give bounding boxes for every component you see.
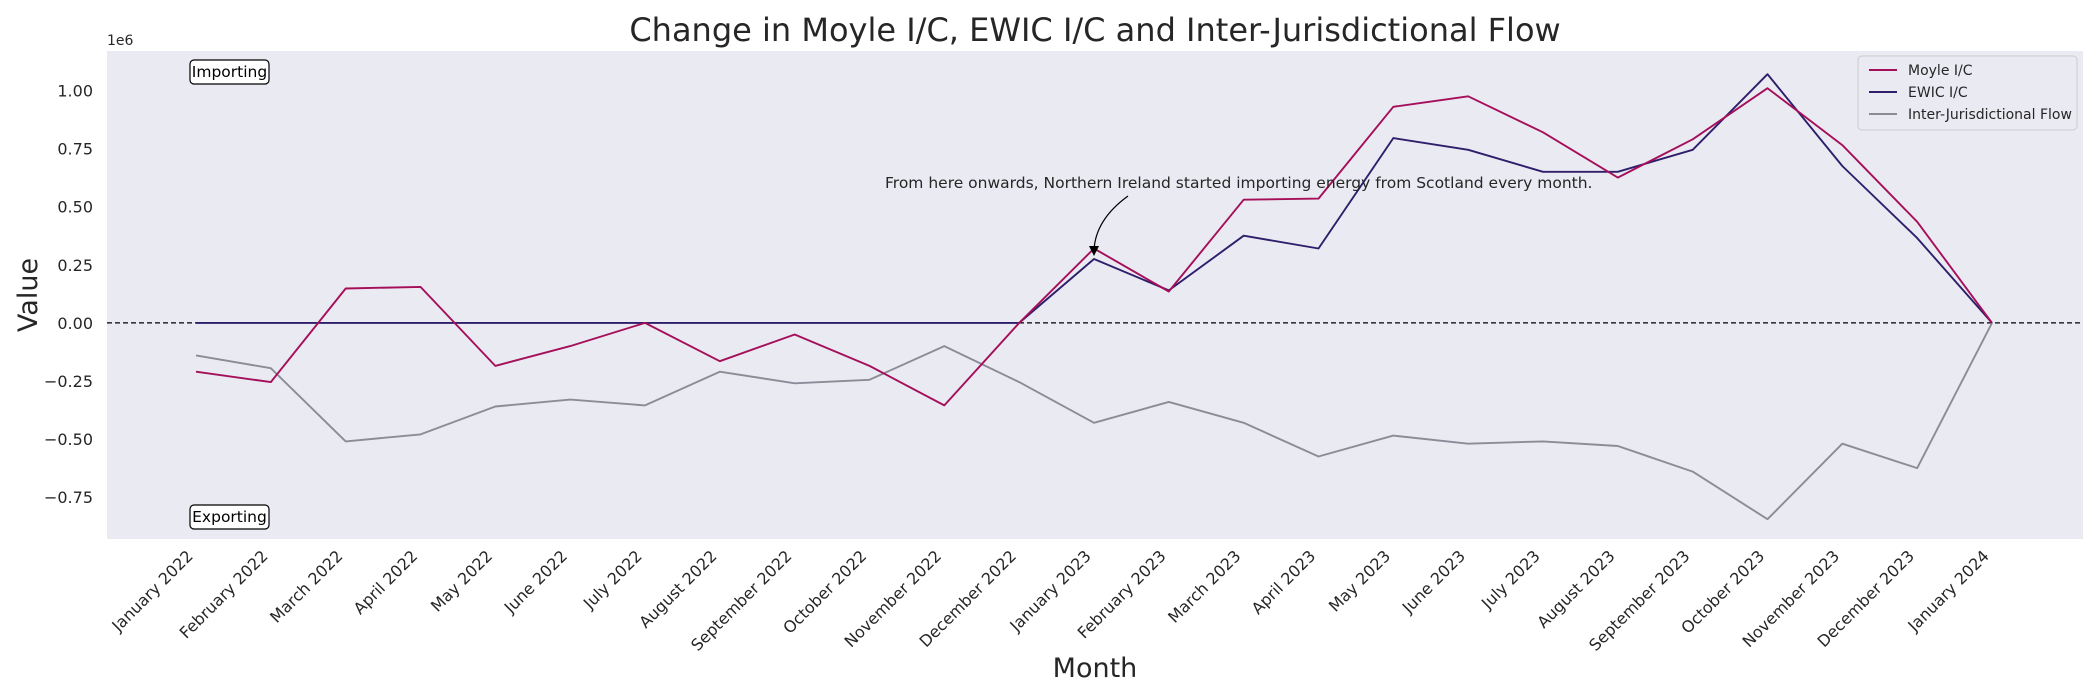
y-tick-label: 1.00 xyxy=(57,82,93,101)
legend-frame xyxy=(1857,55,2078,131)
legend-label: EWIC I/C xyxy=(1908,85,1968,101)
y-tick-label: 0.75 xyxy=(57,140,93,159)
legend-item: Moyle I/C xyxy=(1869,63,1973,79)
y-tick-label: −0.75 xyxy=(44,488,93,507)
legend-label: Moyle I/C xyxy=(1908,63,1973,79)
annotation-arrowhead xyxy=(1089,246,1099,256)
annotation-text: From here onwards, Northern Ireland star… xyxy=(885,174,1592,192)
y-axis-ticks: −0.75 −0.50 −0.25 0.00 0.25 0.50 0.75 1.00 xyxy=(44,82,93,508)
y-tick-label: −0.25 xyxy=(44,372,93,391)
legend-item: Inter-Jurisdictional Flow xyxy=(1869,107,2072,123)
y-tick-label: 0.00 xyxy=(57,314,93,333)
importing-box xyxy=(189,59,270,85)
series-line-ewic-i-c xyxy=(196,73,1993,324)
exporting-label: Exporting xyxy=(192,508,267,526)
y-tick-label: 0.25 xyxy=(57,256,93,275)
y-axis-multiplier: 1e6 xyxy=(107,33,134,49)
exporting-box xyxy=(189,504,270,530)
importing-label-box: Importing xyxy=(189,59,270,85)
chart-title: Change in Moyle I/C, EWIC I/C and Inter-… xyxy=(629,11,1560,49)
legend-label: Inter-Jurisdictional Flow xyxy=(1908,107,2072,123)
y-tick-label: 0.50 xyxy=(57,198,93,217)
plot-area xyxy=(107,51,2083,539)
exporting-label-box: Exporting xyxy=(189,504,270,530)
importing-label: Importing xyxy=(192,63,267,81)
x-axis-label: Month xyxy=(1053,653,1138,684)
annotation-arrow xyxy=(1093,195,1129,252)
series-line-inter-jurisdictional-flow xyxy=(195,322,1993,521)
y-axis-label: Value xyxy=(13,258,44,332)
annotation-importing-start: From here onwards, Northern Ireland star… xyxy=(885,174,1592,256)
legend-item: EWIC I/C xyxy=(1869,85,1968,101)
legend: Moyle I/C EWIC I/C Inter-Jurisdictional Fl… xyxy=(1857,55,2078,131)
y-tick-label: −0.50 xyxy=(44,430,93,449)
